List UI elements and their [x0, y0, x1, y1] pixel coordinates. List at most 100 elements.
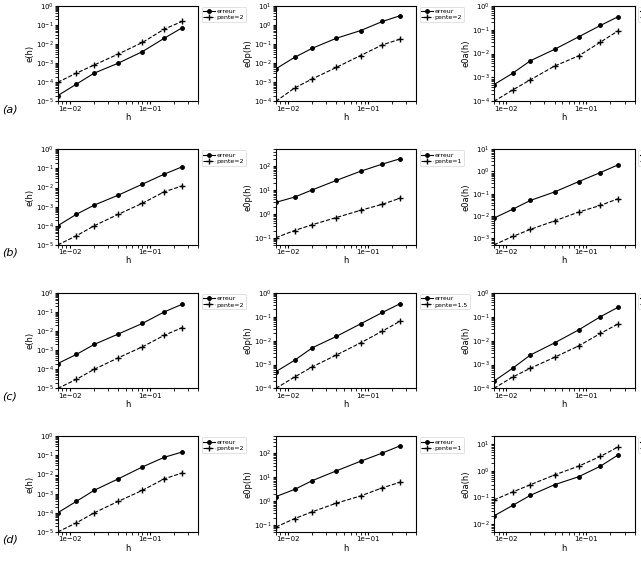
- erreur: [356, 168, 364, 174]
- erreur: [526, 492, 534, 499]
- pente=2: [379, 41, 387, 48]
- erreur: [575, 33, 583, 40]
- erreur: [138, 48, 146, 55]
- pente=1.5: [597, 453, 604, 460]
- Line: erreur: erreur: [56, 303, 184, 366]
- X-axis label: h: h: [344, 543, 349, 553]
- pente=1.5: [308, 363, 316, 370]
- erreur: [54, 223, 62, 229]
- Line: pente=1: pente=1: [273, 196, 403, 240]
- Legend: erreur, pente=1.5: erreur, pente=1.5: [638, 294, 641, 309]
- pente=1: [333, 214, 340, 221]
- pente=1: [597, 202, 604, 209]
- erreur: [160, 308, 168, 315]
- erreur: [575, 473, 583, 480]
- erreur: [333, 177, 340, 184]
- erreur: [72, 81, 80, 88]
- erreur: [308, 45, 316, 51]
- Y-axis label: e0p(h): e0p(h): [244, 470, 253, 498]
- pente=1.5: [333, 352, 340, 359]
- Line: pente=1: pente=1: [273, 479, 403, 530]
- Text: (d): (d): [2, 535, 18, 545]
- Line: pente=1.5: pente=1.5: [491, 444, 621, 503]
- erreur: [160, 170, 168, 177]
- erreur: [90, 341, 98, 348]
- erreur: [138, 320, 146, 327]
- pente=2: [138, 200, 146, 206]
- pente=1.5: [396, 317, 404, 324]
- pente=1: [614, 195, 622, 202]
- erreur: [551, 481, 558, 488]
- erreur: [90, 70, 98, 77]
- pente=1.5: [526, 365, 534, 372]
- erreur: [490, 81, 497, 88]
- pente=1.5: [290, 374, 298, 380]
- pente=1.5: [490, 496, 497, 503]
- pente=1: [396, 479, 404, 486]
- Line: erreur: erreur: [56, 450, 184, 515]
- pente=2: [72, 519, 80, 526]
- pente=1: [551, 217, 558, 224]
- X-axis label: h: h: [344, 256, 349, 265]
- erreur: [90, 202, 98, 209]
- X-axis label: h: h: [126, 113, 131, 122]
- pente=1.5: [526, 481, 534, 488]
- pente=2: [178, 470, 186, 476]
- pente=1: [290, 515, 298, 522]
- erreur: [526, 352, 534, 359]
- erreur: [614, 13, 622, 20]
- pente=2: [115, 354, 122, 361]
- pente=2: [54, 385, 62, 392]
- erreur: [597, 463, 604, 470]
- pente=2: [290, 85, 298, 92]
- erreur: [90, 487, 98, 494]
- erreur: [72, 498, 80, 505]
- Line: erreur: erreur: [492, 15, 620, 86]
- pente=1: [396, 194, 404, 201]
- X-axis label: h: h: [126, 256, 131, 265]
- Line: pente=2: pente=2: [55, 183, 185, 248]
- Legend: erreur, pente=1.5: erreur, pente=1.5: [420, 294, 470, 309]
- erreur: [290, 194, 298, 201]
- erreur: [379, 18, 387, 25]
- erreur: [597, 22, 604, 29]
- Y-axis label: e(h): e(h): [25, 45, 34, 62]
- Text: (a): (a): [2, 104, 17, 114]
- pente=1.5: [551, 354, 558, 361]
- erreur: [178, 301, 186, 308]
- Legend: erreur, pente=1: erreur, pente=1: [420, 438, 464, 453]
- pente=1.5: [526, 77, 534, 84]
- erreur: [551, 189, 558, 196]
- pente=1: [526, 226, 534, 233]
- pente=1.5: [575, 343, 583, 349]
- Legend: erreur, pente=2: erreur, pente=2: [201, 438, 246, 453]
- pente=1: [308, 221, 316, 228]
- erreur: [308, 186, 316, 193]
- erreur: [490, 378, 497, 385]
- pente=1.5: [614, 27, 622, 34]
- pente=2: [54, 241, 62, 248]
- pente=2: [54, 529, 62, 535]
- Y-axis label: e0a(h): e0a(h): [462, 327, 470, 354]
- pente=2: [138, 487, 146, 494]
- pente=1: [379, 484, 387, 491]
- pente=2: [396, 35, 404, 42]
- erreur: [115, 475, 122, 482]
- pente=2: [90, 510, 98, 517]
- Legend: erreur, pente=1.5: erreur, pente=1.5: [638, 438, 641, 453]
- erreur: [308, 477, 316, 484]
- erreur: [54, 92, 62, 99]
- X-axis label: h: h: [344, 400, 349, 409]
- pente=2: [90, 366, 98, 373]
- pente=2: [115, 498, 122, 505]
- X-axis label: h: h: [562, 400, 567, 409]
- Text: (b): (b): [2, 248, 18, 258]
- erreur: [379, 450, 387, 456]
- Line: erreur: erreur: [492, 163, 620, 220]
- Legend: erreur, pente=1: erreur, pente=1: [420, 150, 464, 166]
- pente=1: [356, 492, 364, 499]
- pente=2: [160, 332, 168, 339]
- erreur: [526, 57, 534, 64]
- Y-axis label: e(h): e(h): [25, 189, 34, 206]
- Y-axis label: e0p(h): e0p(h): [244, 39, 253, 67]
